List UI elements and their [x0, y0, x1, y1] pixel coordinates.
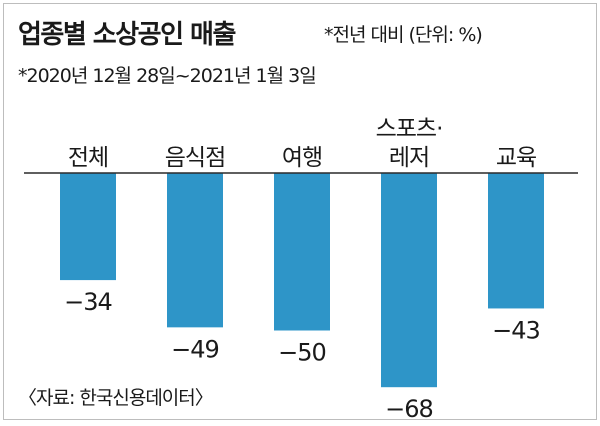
category-label-5: 교육 [496, 145, 536, 171]
category-label-1: 전체 [68, 145, 108, 171]
category-label-4: 레저 [389, 145, 429, 171]
value-label-5: −43 [492, 316, 540, 344]
category-label-2: 음식점 [165, 145, 225, 171]
source-note: 〈자료: 한국신용데이터〉 [18, 387, 214, 409]
value-label-2: −49 [171, 335, 219, 363]
value-label-4: −68 [385, 395, 433, 421]
period-note: *2020년 12월 28일~2021년 1월 3일 [18, 65, 317, 87]
unit-note: *전년 대비 (단위: %) [324, 24, 483, 46]
value-label-3: −50 [278, 339, 326, 367]
bar-5 [488, 173, 544, 309]
value-label-1: −34 [64, 288, 112, 316]
chart-title: 업종별 소상공인 매출 [18, 20, 236, 50]
bar-2 [167, 173, 223, 328]
category-label-4: 스포츠· [376, 116, 443, 142]
bar-3 [274, 173, 330, 331]
bar-1 [60, 173, 116, 281]
bar-4 [381, 173, 437, 388]
chart-frame: 업종별 소상공인 매출 *전년 대비 (단위: %) *2020년 12월 28… [3, 3, 597, 421]
bar-chart: −34 전체 −49 음식점 −50 여행 −68 스포츠· 레저 −43 교육 [24, 116, 578, 421]
category-label-3: 여행 [282, 145, 322, 171]
